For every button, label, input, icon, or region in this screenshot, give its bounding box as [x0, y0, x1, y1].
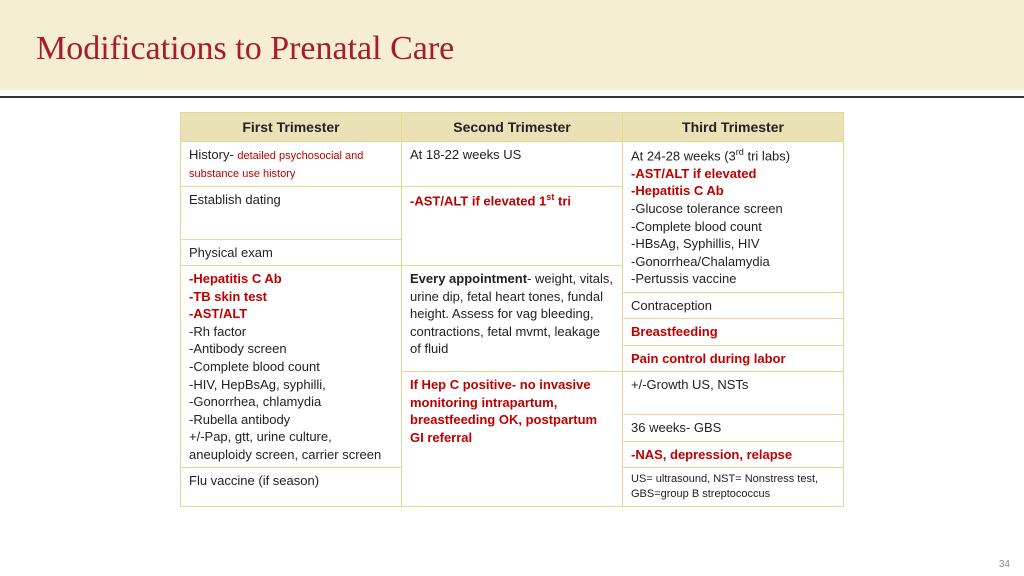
cell-c3-r8: US= ultrasound, NST= Nonstress test, GBS…	[623, 468, 844, 507]
cell-c2-r4: Every appointment- weight, vitals, urine…	[402, 266, 623, 372]
cell-c2-r1: At 18-22 weeks US	[402, 142, 623, 187]
text: -Glucose tolerance screen -Complete bloo…	[631, 201, 783, 286]
text-highlight: -Hepatitis C Ab	[189, 271, 282, 286]
text-highlight: -Hepatitis C Ab	[631, 183, 724, 198]
table-container: First Trimester Second Trimester Third T…	[180, 112, 844, 507]
cell-c3-r5: +/-Growth US, NSTs	[623, 372, 844, 415]
col-header-2: Second Trimester	[402, 113, 623, 142]
table-row: History- detailed psychosocial and subst…	[181, 142, 844, 187]
text-highlight: -AST/ALT if elevated	[631, 166, 756, 181]
cell-c3-r4: Pain control during labor	[623, 345, 844, 372]
text-highlight: -AST/ALT if elevated 1	[410, 193, 546, 208]
text-highlight: -AST/ALT	[189, 306, 247, 321]
page-number: 34	[999, 559, 1010, 570]
cell-c3-r6: 36 weeks- GBS	[623, 415, 844, 442]
header-band: Modifications to Prenatal Care	[0, 0, 1024, 90]
text: History-	[189, 147, 237, 162]
cell-c3-r7: -NAS, depression, relapse	[623, 441, 844, 468]
cell-c1-r3: Physical exam	[181, 239, 402, 266]
cell-c3-r2: Contraception	[623, 292, 844, 319]
cell-c1-r2: Establish dating	[181, 186, 402, 239]
text: -Rh factor -Antibody screen -Complete bl…	[189, 324, 381, 462]
divider	[0, 96, 1024, 98]
prenatal-table: First Trimester Second Trimester Third T…	[180, 112, 844, 507]
cell-c1-r1: History- detailed psychosocial and subst…	[181, 142, 402, 187]
cell-c1-r4: -Hepatitis C Ab -TB skin test -AST/ALT -…	[181, 266, 402, 468]
col-header-3: Third Trimester	[623, 113, 844, 142]
text: At 24-28 weeks (3	[631, 148, 736, 163]
cell-c3-r3: Breastfeeding	[623, 319, 844, 346]
page-title: Modifications to Prenatal Care	[36, 30, 1024, 68]
cell-c2-r5: If Hep C positive- no invasive monitorin…	[402, 372, 623, 507]
text-highlight: -TB skin test	[189, 289, 267, 304]
header-row: First Trimester Second Trimester Third T…	[181, 113, 844, 142]
text-bold: Every appointment	[410, 271, 527, 286]
text-highlight: tri	[554, 193, 571, 208]
cell-c1-r5: Flu vaccine (if season)	[181, 468, 402, 507]
cell-c3-r1: At 24-28 weeks (3rd tri labs) -AST/ALT i…	[623, 142, 844, 293]
cell-c2-r2: -AST/ALT if elevated 1st tri	[402, 186, 623, 266]
col-header-1: First Trimester	[181, 113, 402, 142]
text: tri labs)	[744, 148, 790, 163]
